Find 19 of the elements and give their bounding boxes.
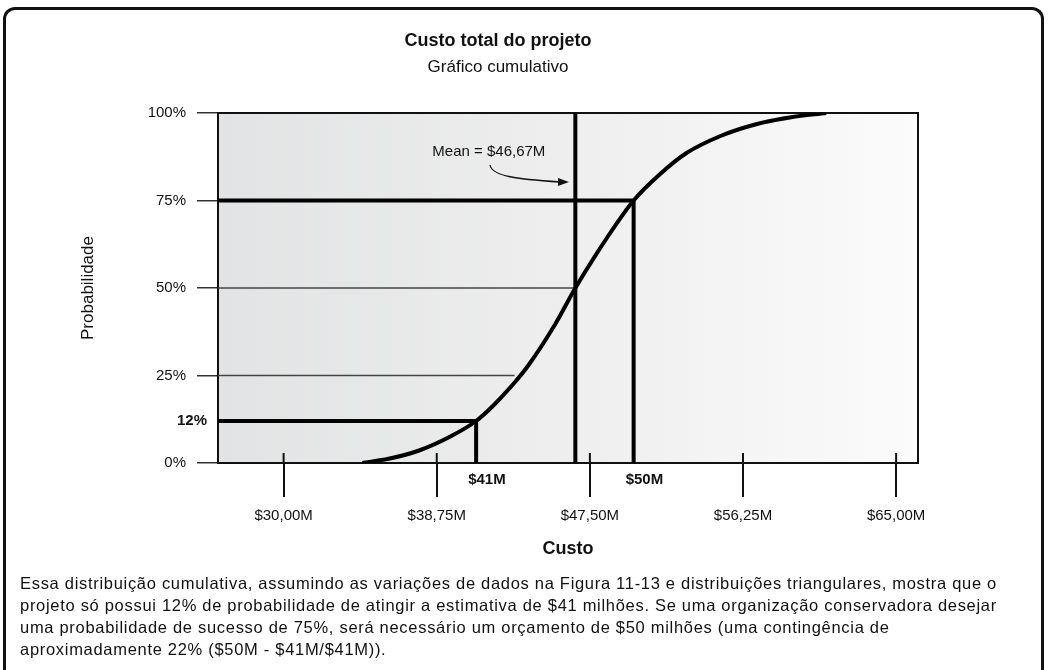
ref-line-label: Mean = $46,67M xyxy=(432,142,546,160)
x-tick-label: $65,00M xyxy=(866,506,926,524)
x-tick-label: $38,75M xyxy=(407,506,466,524)
x-tick-label: $47,50M xyxy=(560,506,620,524)
y-tick-label: 0% xyxy=(164,453,186,471)
y-tick-label: 25% xyxy=(155,365,186,383)
y-tick-label: 75% xyxy=(155,190,186,208)
x-tick-label: $56,25M xyxy=(713,506,773,524)
annotation: $41M xyxy=(468,470,506,488)
chart-subtitle: Gráfico cumulativo xyxy=(427,57,569,77)
annotation: $50M xyxy=(625,470,664,488)
text: Essa distribuição cumulativa, assumindo as variações de dados na Figura 11-13 e distribuições triangulares, mostra que o projeto só possui 12% de probabilidade de atingir a estimativa de $41 milhões. Se uma organização conservadora desejar uma probabilidade de sucesso de 75%, será necessário um orçamento de $50 milhões (uma contingência de aproximadamente 22% ($50M - $41M/$41M)). xyxy=(20,573,998,660)
annotation: 12% xyxy=(176,411,207,429)
x-tick-label: $30,00M xyxy=(254,506,313,524)
y-tick-label: 50% xyxy=(155,278,186,296)
x-axis-title: Custo xyxy=(542,538,594,559)
y-axis-title: Probabilidade xyxy=(77,236,97,340)
y-tick-label: 100% xyxy=(147,103,186,121)
chart-title: Custo total do projeto xyxy=(404,29,592,50)
